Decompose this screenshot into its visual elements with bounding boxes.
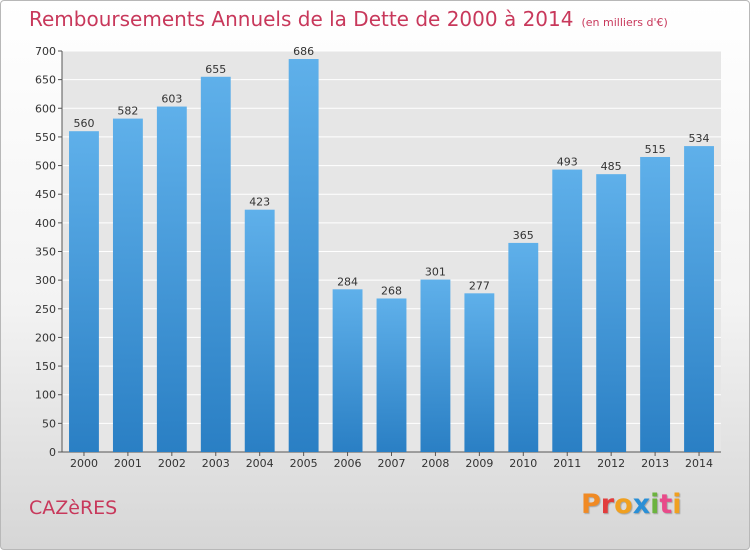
x-tick-label: 2012 <box>597 457 625 470</box>
bar <box>288 59 319 453</box>
x-tick-label: 2009 <box>465 457 493 470</box>
chart-subtitle: (en milliers d'€) <box>581 16 668 29</box>
y-tick-label: 100 <box>35 389 56 402</box>
data-label: 655 <box>205 63 226 76</box>
bar <box>376 298 407 452</box>
logo-letter: x <box>632 489 651 520</box>
y-tick-label: 200 <box>35 331 56 344</box>
data-label: 560 <box>73 117 94 130</box>
y-tick-label: 500 <box>35 160 56 173</box>
bar <box>464 293 495 452</box>
x-tick-label: 2005 <box>290 457 318 470</box>
y-tick-label: 650 <box>35 74 56 87</box>
data-label: 534 <box>689 132 710 145</box>
y-tick-label: 450 <box>35 188 56 201</box>
y-tick-label: 150 <box>35 360 56 373</box>
logo-letter: o <box>614 489 633 520</box>
x-tick-label: 2008 <box>421 457 449 470</box>
x-tick-label: 2011 <box>553 457 581 470</box>
bar <box>112 118 143 453</box>
city-name: CAZèRES <box>29 497 118 519</box>
x-tick-label: 2003 <box>202 457 230 470</box>
data-label: 277 <box>469 279 490 292</box>
x-tick-label: 2002 <box>158 457 186 470</box>
bar <box>244 209 275 452</box>
x-tick-label: 2014 <box>685 457 713 470</box>
bar <box>156 106 187 453</box>
data-label: 686 <box>293 45 314 58</box>
logo-letter: i <box>672 489 682 520</box>
bar <box>332 289 363 452</box>
bar <box>596 174 627 452</box>
x-tick-label: 2010 <box>509 457 537 470</box>
bar <box>552 169 583 452</box>
y-tick-label: 250 <box>35 303 56 316</box>
y-tick-label: 550 <box>35 131 56 144</box>
data-label: 515 <box>645 143 666 156</box>
bar <box>684 146 714 452</box>
y-tick-label: 400 <box>35 217 56 230</box>
x-tick-label: 2013 <box>641 457 669 470</box>
data-label: 365 <box>513 229 534 242</box>
x-tick-label: 2001 <box>114 457 142 470</box>
data-label: 493 <box>557 156 578 169</box>
y-tick-label: 50 <box>42 417 56 430</box>
bar <box>420 279 451 452</box>
x-tick-label: 2006 <box>334 457 362 470</box>
x-tick-label: 2000 <box>70 457 98 470</box>
data-label: 301 <box>425 266 446 279</box>
chart-title: Remboursements Annuels de la Dette de 20… <box>29 7 668 31</box>
chart-title-main: Remboursements Annuels de la Dette de 20… <box>29 7 574 31</box>
logo-letter: r <box>600 489 615 520</box>
logo-letter: i <box>650 489 660 520</box>
logo-letter: P <box>581 489 601 520</box>
data-label: 582 <box>117 105 138 118</box>
bar <box>200 76 231 453</box>
bar <box>640 156 671 452</box>
x-tick-label: 2004 <box>246 457 274 470</box>
logo-letter: t <box>659 489 673 520</box>
y-tick-label: 0 <box>49 446 56 459</box>
data-label: 423 <box>249 196 270 209</box>
data-label: 284 <box>337 275 358 288</box>
y-tick-label: 300 <box>35 274 56 287</box>
data-label: 603 <box>161 93 182 106</box>
bar <box>69 131 99 452</box>
bar <box>508 242 539 452</box>
proxiti-logo: Proxiti <box>581 489 682 520</box>
y-tick-label: 350 <box>35 246 56 259</box>
data-label: 268 <box>381 284 402 297</box>
y-tick-label: 600 <box>35 102 56 115</box>
x-tick-label: 2007 <box>378 457 406 470</box>
y-tick-label: 700 <box>35 45 56 58</box>
data-label: 485 <box>601 160 622 173</box>
